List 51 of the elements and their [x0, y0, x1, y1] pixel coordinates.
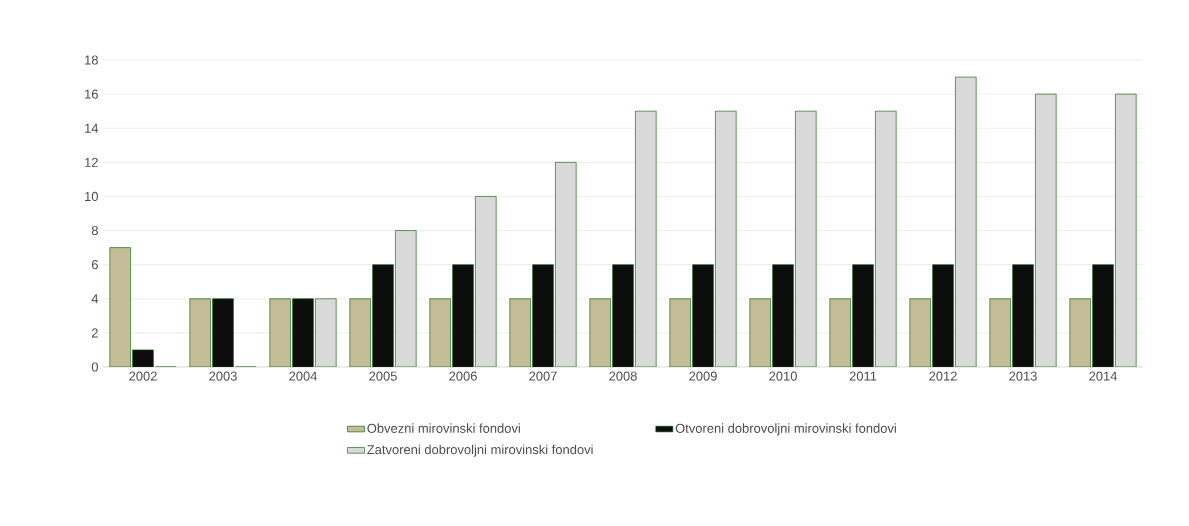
bar [669, 298, 691, 367]
bar [989, 298, 1011, 367]
y-tick-label: 6 [91, 260, 98, 270]
bar [829, 298, 851, 367]
bar [509, 298, 531, 367]
x-tick-label: 2014 [1089, 371, 1118, 381]
y-tick-label: 4 [91, 294, 99, 304]
bar [1069, 298, 1091, 367]
x-tick-label: 2009 [689, 371, 717, 381]
x-tick-label: 2012 [929, 371, 957, 381]
bar [772, 264, 794, 367]
legend-label: Otvoreni dobrovoljni mirovinski fondovi [675, 423, 896, 436]
x-tick-label: 2003 [209, 371, 237, 381]
legend-label: Obvezni mirovinski fondovi [367, 423, 520, 433]
x-tick-label: 2008 [609, 371, 637, 381]
y-tick-label: 18 [85, 55, 98, 65]
y-tick-label: 2 [91, 328, 98, 338]
x-tick-label: 2002 [129, 371, 157, 381]
bar [269, 298, 291, 367]
bar [292, 298, 314, 367]
bar [589, 298, 611, 367]
x-tick-label: 2006 [449, 371, 477, 381]
y-tick-label: 14 [85, 123, 99, 133]
x-tick-label: 2005 [369, 371, 397, 381]
x-tick-label: 2013 [1009, 371, 1037, 381]
x-tick-label: 2007 [529, 371, 557, 381]
bar [692, 264, 714, 367]
bar [109, 247, 131, 367]
bar [612, 264, 634, 367]
bar [349, 298, 371, 367]
x-tick-label: 2004 [289, 371, 318, 381]
y-tick-label: 16 [85, 89, 98, 99]
y-tick-label: 0 [91, 362, 98, 372]
y-tick-label: 12 [85, 157, 98, 167]
y-tick-label: 10 [85, 191, 98, 202]
y-tick-label: 8 [91, 225, 98, 236]
bar [909, 298, 931, 367]
legend-label: Zatvoreni dobrovoljni mirovinski fondovi [367, 444, 593, 457]
bar [372, 264, 394, 367]
bar [932, 264, 954, 367]
bar [1012, 264, 1034, 367]
x-tick-label: 2010 [769, 371, 797, 381]
bar [749, 298, 771, 367]
bar [429, 298, 451, 367]
bar [189, 298, 211, 367]
bar [1092, 264, 1114, 367]
bar [212, 298, 234, 367]
x-tick-label: 2011 [849, 371, 877, 381]
bar [452, 264, 474, 367]
bar [532, 264, 554, 367]
bar [852, 264, 874, 367]
